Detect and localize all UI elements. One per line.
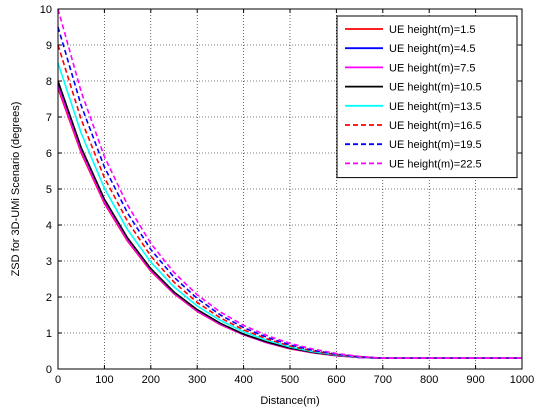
y-tick-label: 1 [46, 328, 52, 340]
legend-entry-label: UE height(m)=19.5 [389, 139, 482, 151]
series-lines [57, 8, 522, 360]
y-tick-label: 4 [46, 220, 52, 232]
legend-entry-label: UE height(m)=16.5 [389, 120, 482, 132]
x-tick-label: 500 [281, 374, 299, 386]
legend-entry-label: UE height(m)=4.5 [389, 43, 476, 55]
y-axis-label: ZSD for 3D-UMi Scenario (degrees) [10, 102, 22, 277]
x-tick-label: 1000 [510, 374, 534, 386]
y-tick-label: 7 [46, 112, 52, 124]
y-tick-label: 6 [46, 148, 52, 160]
x-tick-label: 600 [327, 374, 345, 386]
y-tick-label: 9 [46, 40, 52, 52]
grid [58, 9, 522, 369]
x-tick-label: 400 [234, 374, 252, 386]
x-tick-label: 100 [95, 374, 113, 386]
legend-entry-label: UE height(m)=1.5 [389, 24, 476, 36]
legend-box [336, 15, 518, 179]
y-tick-label: 10 [40, 4, 52, 16]
axis-ticks: 0 100 200 300 400 500 600 700 800 900 1000 0 1 2 3 4 5 6 7… [40, 4, 534, 386]
x-tick-label: 0 [55, 374, 61, 386]
legend-entry-label: UE height(m)=10.5 [389, 82, 482, 94]
legend-entry-label: UE height(m)=7.5 [389, 62, 476, 74]
x-tick-label: 900 [466, 374, 484, 386]
x-axis-label: Distance(m) [260, 395, 319, 407]
x-tick-label: 300 [188, 374, 206, 386]
legend-entry-label: UE height(m)=22.5 [389, 158, 482, 170]
series-line-8 [57, 8, 522, 360]
y-tick-label: 3 [46, 256, 52, 268]
y-tick-label: 5 [46, 184, 52, 196]
y-tick-label: 8 [46, 76, 52, 88]
x-tick-label: 800 [420, 374, 438, 386]
legend: UE height(m)=1.5 UE height(m)=4.5 UE heigh… [336, 15, 518, 179]
y-tick-label: 0 [46, 364, 52, 376]
x-tick-label: 200 [142, 374, 160, 386]
x-tick-label: 700 [374, 374, 392, 386]
y-tick-label: 2 [46, 292, 52, 304]
legend-entry-label: UE height(m)=13.5 [389, 101, 482, 113]
